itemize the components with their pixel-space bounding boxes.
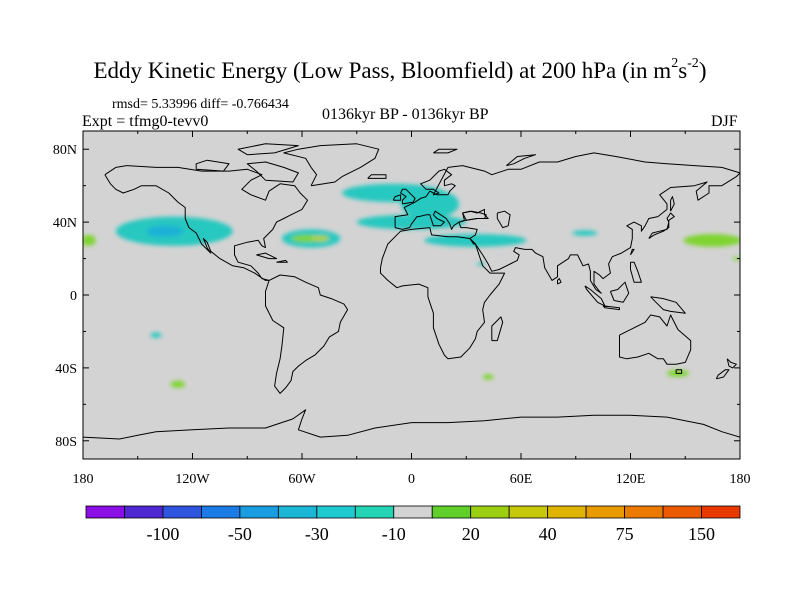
- axis-ticks: 180 120W 60W 0 60E 120E 180 80N 40N 0 40S 80S: [53, 131, 751, 487]
- colorbar-swatch-7: [354, 505, 395, 519]
- colorbar-label: -10: [382, 524, 406, 544]
- lat-tick-label: 80N: [53, 143, 77, 158]
- season-label: DJF: [711, 113, 738, 130]
- lon-tick-label: 180: [730, 472, 751, 487]
- anomaly-region-13: [170, 380, 186, 388]
- lon-tick-label: 120E: [616, 472, 646, 487]
- anomaly-region-17: [477, 262, 485, 266]
- colorbar-swatch-9: [431, 505, 472, 519]
- coastline-cuba: [256, 252, 277, 260]
- colorbar-label: -100: [146, 524, 179, 544]
- coastline-south-america: [265, 274, 349, 394]
- lat-tick-label: 40S: [55, 362, 77, 377]
- colorbar-swatch-4: [239, 505, 279, 519]
- colorbar: -100 -50 -30 -10 20 40 75 150: [85, 505, 741, 544]
- colorbar-swatch-0: [85, 505, 125, 519]
- plot-title: Eddy Kinetic Energy (Low Pass, Bloomfiel…: [0, 56, 800, 84]
- title-main: Eddy Kinetic Energy (Low Pass, Bloomfiel…: [93, 58, 672, 83]
- coastline-caspian: [496, 210, 511, 229]
- colorbar-swatch-13: [585, 505, 625, 519]
- anomaly-region-12: [150, 332, 162, 338]
- lon-tick-label: 120W: [175, 472, 210, 487]
- coastline-ellesmere: [237, 143, 299, 156]
- anomaly-region-14: [482, 374, 494, 380]
- coastline-australia: [619, 314, 692, 365]
- anomaly-region-4: [311, 235, 330, 242]
- coastline-antarctica: [83, 409, 740, 440]
- colorbar-label: -50: [228, 524, 252, 544]
- experiment-label: Expt = tfmg0-tevv0: [82, 113, 209, 130]
- colorbar-swatch-3: [201, 505, 241, 519]
- coastline-sakhalin: [670, 196, 675, 212]
- colorbar-swatch-15: [662, 505, 702, 519]
- coastline-hispaniola: [276, 259, 288, 263]
- colorbar-label: 40: [539, 524, 557, 544]
- lon-tick-label: 60E: [510, 472, 533, 487]
- anomaly-region-10: [683, 233, 740, 247]
- period-label: 0136kyr BP - 0136kyr BP: [322, 106, 489, 123]
- coastline-sri-lanka: [557, 278, 562, 285]
- title-mid: s: [678, 58, 688, 83]
- colorbar-swatch-14: [624, 505, 664, 519]
- coastline-java: [602, 305, 620, 311]
- colorbar-swatch-11: [508, 505, 549, 519]
- coastline-madagascar: [491, 316, 504, 342]
- coastline-philippines: [630, 261, 642, 283]
- anomaly-region-3: [291, 234, 321, 243]
- colorbar-swatch-8: [393, 505, 433, 519]
- lon-tick-label: 180: [73, 472, 94, 487]
- colorbar-label: 150: [688, 524, 715, 544]
- coastline-eurasia: [394, 152, 740, 294]
- anomaly-region-6: [400, 189, 459, 219]
- stats-label: rmsd= 5.33996 diff= -0.766434: [112, 97, 289, 112]
- coastline-new-guinea: [650, 296, 686, 314]
- colorbar-swatch-6: [316, 505, 356, 519]
- coastline-baffin-island: [246, 161, 299, 183]
- anomaly-region-1: [146, 225, 184, 237]
- colorbar-label: 75: [616, 524, 634, 544]
- coastline-novaya-zemlya: [506, 154, 537, 167]
- anomaly-region-9: [572, 230, 598, 236]
- coastline-great-britain: [400, 188, 416, 205]
- coastline-taiwan: [630, 248, 635, 256]
- coastline-north-america: [104, 165, 308, 281]
- coastline-greenland: [283, 143, 380, 187]
- coastline-new-zealand-south: [715, 369, 730, 380]
- title-superscript-1: 2: [671, 56, 679, 72]
- lat-tick-label: 80S: [55, 435, 77, 450]
- coastline-japan: [648, 212, 675, 239]
- anomaly-region-11: [83, 234, 96, 246]
- title-end: ): [698, 58, 707, 83]
- coastline-layer: [83, 143, 740, 440]
- lon-tick-label: 0: [408, 472, 415, 487]
- lat-tick-label: 40N: [53, 216, 77, 231]
- colorbar-swatch-16: [701, 505, 741, 519]
- colorbar-label: 20: [462, 524, 480, 544]
- colorbar-swatch-1: [124, 505, 164, 519]
- colorbar-swatch-10: [470, 505, 510, 519]
- coastline-borneo: [609, 281, 630, 303]
- lat-tick-label: 0: [70, 289, 77, 304]
- anomaly-region-16: [732, 256, 740, 261]
- coastline-black-sea-shore: [462, 210, 487, 221]
- anomaly-region-7: [356, 214, 467, 230]
- colorbar-label: -30: [305, 524, 329, 544]
- coastline-ireland: [392, 194, 402, 201]
- coastline-victoria-island: [195, 159, 230, 172]
- colorbar-swatch-2: [162, 505, 202, 519]
- coastline-iceland: [367, 174, 387, 179]
- coastline-svalbard: [433, 148, 458, 154]
- coastline-africa: [380, 227, 506, 360]
- colorbar-swatch-5: [277, 505, 318, 519]
- map-background: [83, 131, 740, 459]
- lon-tick-label: 60W: [288, 472, 316, 487]
- title-superscript-2: -2: [687, 56, 699, 72]
- coastline-tasmania: [675, 369, 683, 374]
- coastline-new-zealand-north: [726, 358, 737, 369]
- colorbar-swatch-12: [547, 505, 587, 519]
